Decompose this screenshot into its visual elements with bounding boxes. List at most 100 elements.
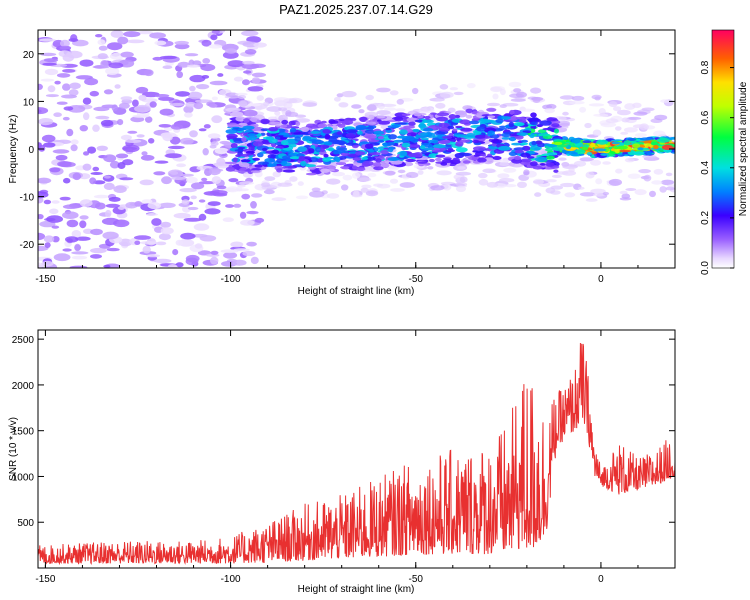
heatmap-cell bbox=[513, 122, 525, 127]
heatmap-cell bbox=[106, 247, 120, 252]
heatmap-cell bbox=[79, 125, 89, 132]
heatmap-cell bbox=[455, 147, 468, 153]
heatmap-cell bbox=[297, 181, 304, 186]
heatmap-cell bbox=[238, 181, 255, 185]
heatmap-cell bbox=[194, 243, 203, 249]
heatmap-cell bbox=[165, 153, 182, 159]
heatmap-cell bbox=[338, 102, 349, 108]
heatmap-cell bbox=[207, 201, 221, 207]
heatmap-cell bbox=[137, 30, 154, 35]
heatmap-cell bbox=[555, 171, 569, 175]
heatmap-cell bbox=[378, 139, 385, 143]
heatmap-cell bbox=[70, 139, 79, 145]
heatmap-cell bbox=[417, 170, 424, 175]
heatmap-cell bbox=[184, 112, 193, 118]
heatmap-cell bbox=[49, 167, 61, 173]
heatmap-cell bbox=[520, 152, 531, 158]
snr-panel: -150 -100 -50 0 500 1000 1500 2000 2500 Height … bbox=[8, 329, 676, 595]
heatmap-cell bbox=[302, 135, 312, 140]
heatmap-cell bbox=[427, 139, 439, 144]
heatmap-cell bbox=[406, 171, 419, 179]
heatmap-cell bbox=[199, 235, 217, 242]
heatmap-cell bbox=[235, 92, 248, 96]
heatmap-cell bbox=[63, 106, 74, 111]
heatmap-cell bbox=[206, 101, 216, 107]
heatmap-cell bbox=[251, 77, 261, 84]
heatmap-cell bbox=[256, 95, 264, 101]
heatmap-cell bbox=[38, 107, 49, 115]
heatmap-cell bbox=[41, 260, 54, 267]
heatmap-cell bbox=[225, 92, 239, 98]
heatmap-cell bbox=[317, 123, 328, 129]
heatmap-cell bbox=[453, 91, 464, 96]
heatmap-cell bbox=[277, 182, 293, 187]
heatmap-cell bbox=[62, 83, 71, 91]
heatmap-cell bbox=[619, 197, 632, 201]
heatmap-cell bbox=[459, 152, 472, 157]
heatmap-cell bbox=[387, 157, 400, 162]
heatmap-cell bbox=[209, 144, 217, 149]
heatmap-cell bbox=[204, 208, 221, 215]
heatmap-cell bbox=[545, 187, 556, 194]
heatmap-cell bbox=[412, 129, 420, 133]
heatmap-cell bbox=[419, 145, 426, 150]
heatmap-cell bbox=[376, 87, 391, 93]
heatmap-cell bbox=[262, 147, 268, 152]
heatmap-cell bbox=[211, 115, 223, 124]
heatmap-cell bbox=[480, 153, 487, 157]
colorbar-tick-label: 0.4 bbox=[700, 160, 711, 174]
heatmap-cell bbox=[396, 98, 404, 105]
heatmap-cell bbox=[378, 121, 386, 125]
heatmap-cell bbox=[486, 107, 497, 112]
heatmap-cell bbox=[225, 129, 238, 134]
heatmap-cell bbox=[665, 172, 673, 177]
colorbar-tick-label: 0.2 bbox=[700, 211, 711, 225]
heatmap-cell bbox=[334, 96, 341, 102]
heatmap-cell bbox=[614, 148, 621, 154]
heatmap-cell bbox=[254, 164, 263, 168]
heatmap-cell bbox=[162, 65, 173, 69]
heatmap-cell bbox=[260, 118, 270, 124]
heatmap-cell bbox=[359, 116, 368, 122]
heatmap-cell bbox=[225, 166, 236, 172]
heatmap-cell bbox=[216, 157, 226, 166]
heatmap-cell bbox=[237, 128, 247, 131]
heatmap-cell bbox=[440, 91, 454, 99]
y-tick-label: 500 bbox=[17, 518, 34, 529]
heatmap-cell bbox=[136, 134, 145, 138]
figure-title: PAZ1.2025.237.07.14.G29 bbox=[279, 2, 433, 17]
heatmap-cell bbox=[503, 167, 517, 173]
heatmap-cell bbox=[620, 131, 629, 135]
heatmap-cell bbox=[117, 119, 124, 126]
heatmap-cell bbox=[120, 51, 134, 58]
heatmap-cell bbox=[102, 231, 119, 240]
heatmap-cell bbox=[233, 76, 244, 82]
heatmap-cell bbox=[233, 203, 242, 208]
heatmap-cell bbox=[399, 182, 415, 188]
heatmap-cell bbox=[423, 147, 435, 151]
y-tick-label: 1000 bbox=[12, 472, 35, 483]
heatmap-cell bbox=[365, 121, 377, 125]
heatmap-cell bbox=[148, 138, 155, 144]
heatmap-cell bbox=[53, 253, 71, 262]
heatmap-cell bbox=[551, 123, 560, 128]
heatmap-cell bbox=[185, 53, 199, 57]
heatmap-cell bbox=[240, 159, 251, 163]
heatmap-cell bbox=[389, 178, 399, 184]
heatmap-cell bbox=[298, 155, 305, 162]
heatmap-cell bbox=[466, 133, 476, 138]
heatmap-cell bbox=[193, 102, 204, 110]
heatmap-cell bbox=[75, 75, 93, 80]
heatmap-cell bbox=[634, 133, 647, 138]
colorbar-gradient bbox=[711, 29, 735, 269]
heatmap-cell bbox=[126, 39, 145, 44]
heatmap-cell bbox=[531, 121, 538, 126]
heatmap-cell bbox=[159, 202, 176, 208]
heatmap-cell bbox=[403, 125, 416, 129]
heatmap-cell bbox=[244, 49, 257, 55]
heatmap-cell bbox=[43, 142, 56, 148]
heatmap-cell bbox=[340, 166, 350, 169]
heatmap-cell bbox=[278, 114, 288, 122]
heatmap-cell bbox=[186, 176, 198, 184]
heatmap-cell bbox=[174, 43, 190, 50]
